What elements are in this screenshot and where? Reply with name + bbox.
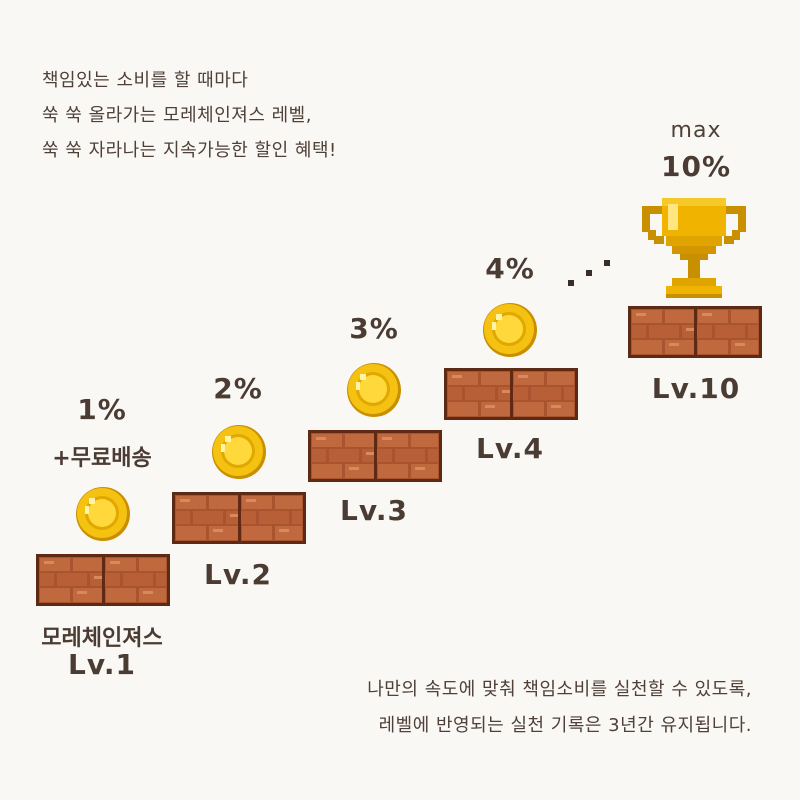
level-3-label: Lv.3: [340, 494, 408, 527]
brick-block-icon: [444, 368, 578, 420]
level-1-percent: 1%: [77, 393, 127, 426]
level-2-label: Lv.2: [204, 558, 272, 591]
level-4-label: Lv.4: [476, 432, 544, 465]
level-10-label: Lv.10: [651, 372, 741, 405]
coin-icon: [212, 425, 266, 479]
level-10-percent: 10%: [660, 150, 732, 183]
brick-block-icon: [172, 492, 306, 544]
level-1-program-name: 모레체인져스: [41, 626, 163, 651]
brick-block-icon: [628, 306, 762, 358]
level-3-percent: 3%: [349, 312, 399, 345]
intro-line-3: 쑥 쑥 자라나는 지속가능한 할인 혜택!: [42, 140, 337, 161]
brick-block-icon: [36, 554, 170, 606]
coin-icon: [76, 487, 130, 541]
outro-line-1: 나만의 속도에 맞춰 책임소비를 실천할 수 있도록,: [367, 679, 752, 700]
brick-block-icon: [308, 430, 442, 482]
ellipsis-dots-icon: [568, 260, 610, 286]
coin-icon: [347, 363, 401, 417]
outro-text: 나만의 속도에 맞춰 책임소비를 실천할 수 있도록, 레벨에 반영되는 실천 …: [367, 672, 752, 744]
outro-line-2: 레벨에 반영되는 실천 기록은 3년간 유지됩니다.: [378, 715, 752, 736]
trophy-icon: [642, 198, 746, 298]
level-1-label: Lv.1: [68, 648, 136, 681]
coin-icon: [483, 303, 537, 357]
max-note: max: [670, 118, 722, 143]
intro-line-1: 책임있는 소비를 할 때마다: [42, 70, 249, 91]
level-2-percent: 2%: [213, 372, 263, 405]
level-1-extra: +무료배송: [52, 446, 152, 471]
level-4-percent: 4%: [485, 252, 535, 285]
intro-text: 책임있는 소비를 할 때마다 쑥 쑥 올라가는 모레체인져스 레벨, 쑥 쑥 자…: [42, 63, 337, 168]
intro-line-2: 쑥 쑥 올라가는 모레체인져스 레벨,: [42, 105, 312, 126]
